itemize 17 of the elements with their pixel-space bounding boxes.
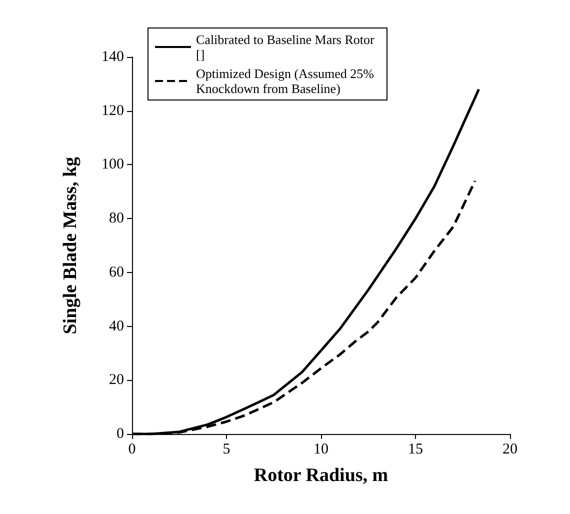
x-tick-label: 5 bbox=[222, 442, 230, 458]
y-axis-title: Single Blade Mass, kg bbox=[60, 156, 81, 334]
x-tick-label: 10 bbox=[314, 442, 328, 458]
y-tick-label: 0 bbox=[116, 426, 124, 442]
y-tick-label: 140 bbox=[102, 49, 124, 65]
y-tick-label: 120 bbox=[102, 102, 124, 119]
y-tick-label: 100 bbox=[102, 156, 124, 173]
legend-label: Calibrated to Baseline Mars Rotor [] bbox=[196, 32, 378, 62]
x-axis-title: Rotor Radius, m bbox=[254, 465, 388, 486]
x-tick-label: 0 bbox=[128, 442, 136, 458]
y-tick-label: 60 bbox=[109, 264, 124, 280]
x-tick-label: 20 bbox=[502, 442, 518, 458]
y-tick-label: 20 bbox=[109, 372, 124, 388]
y-tick-label: 40 bbox=[109, 318, 124, 334]
x-tick-label: 15 bbox=[408, 442, 423, 458]
y-tick-label: 80 bbox=[109, 210, 124, 227]
legend-label: Optimized Design (Assumed 25% Knockdown from Baseline) bbox=[196, 66, 378, 96]
